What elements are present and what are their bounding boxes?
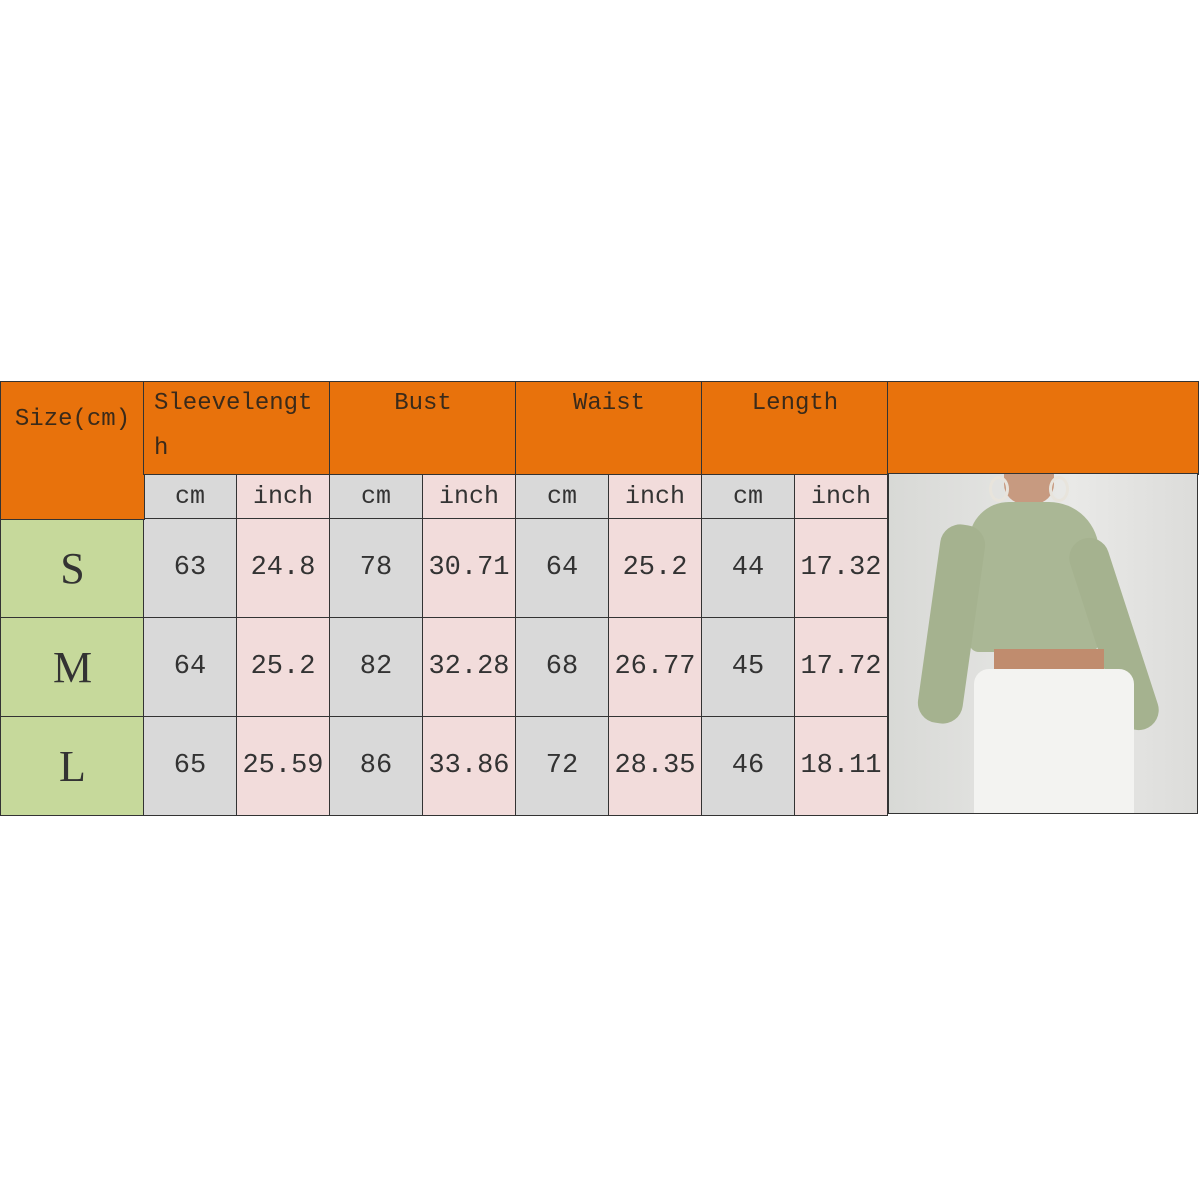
- value-cell-inch: 30.71: [422, 518, 516, 618]
- value-cell-cm: 68: [515, 617, 609, 717]
- value-cell-cm: 72: [515, 716, 609, 816]
- column-header-label: Bust: [394, 390, 452, 417]
- size-header-cell: Size(cm): [0, 381, 145, 520]
- unit-header-cm: cm: [143, 473, 237, 520]
- value-cell-cm: 65: [143, 716, 237, 816]
- column-header-length: Length: [701, 381, 889, 475]
- value-cell-inch: 17.32: [794, 518, 888, 618]
- value-cell-cm: 78: [329, 518, 423, 618]
- column-header-label-wrap: h: [154, 435, 169, 462]
- unit-header-cm: cm: [329, 473, 423, 520]
- value-cell-inch: 32.28: [422, 617, 516, 717]
- value-cell-inch: 17.72: [794, 617, 888, 717]
- value-cell-inch: 25.59: [236, 716, 330, 816]
- value-cell-cm: 64: [143, 617, 237, 717]
- value-cell-inch: 25.2: [608, 518, 702, 618]
- size-cell: L: [0, 716, 145, 816]
- unit-header-inch: inch: [608, 473, 702, 520]
- unit-header-inch: inch: [236, 473, 330, 520]
- value-cell-inch: 26.77: [608, 617, 702, 717]
- column-header-waist: Waist: [515, 381, 703, 475]
- value-cell-cm: 64: [515, 518, 609, 618]
- value-cell-cm: 44: [701, 518, 795, 618]
- unit-header-cm: cm: [701, 473, 795, 520]
- value-cell-inch: 18.11: [794, 716, 888, 816]
- product-photo: [888, 473, 1198, 814]
- column-header-label: Sleevelengt: [154, 390, 313, 417]
- value-cell-inch: 25.2: [236, 617, 330, 717]
- value-cell-cm: 82: [329, 617, 423, 717]
- size-cell: M: [0, 617, 145, 717]
- value-cell-cm: 63: [143, 518, 237, 618]
- column-header-sleeve-length: Sleevelengt h: [143, 381, 331, 475]
- value-cell-inch: 28.35: [608, 716, 702, 816]
- value-cell-inch: 33.86: [422, 716, 516, 816]
- unit-header-inch: inch: [422, 473, 516, 520]
- column-header-label: Length: [751, 390, 839, 417]
- column-header-bust: Bust: [329, 381, 517, 475]
- value-cell-inch: 24.8: [236, 518, 330, 618]
- photo-header-cell: [887, 381, 1199, 475]
- size-cell: S: [0, 518, 145, 618]
- value-cell-cm: 45: [701, 617, 795, 717]
- column-header-label: Waist: [572, 390, 645, 417]
- unit-header-inch: inch: [794, 473, 888, 520]
- value-cell-cm: 46: [701, 716, 795, 816]
- value-cell-cm: 86: [329, 716, 423, 816]
- size-header-label: Size(cm): [14, 406, 131, 433]
- unit-header-cm: cm: [515, 473, 609, 520]
